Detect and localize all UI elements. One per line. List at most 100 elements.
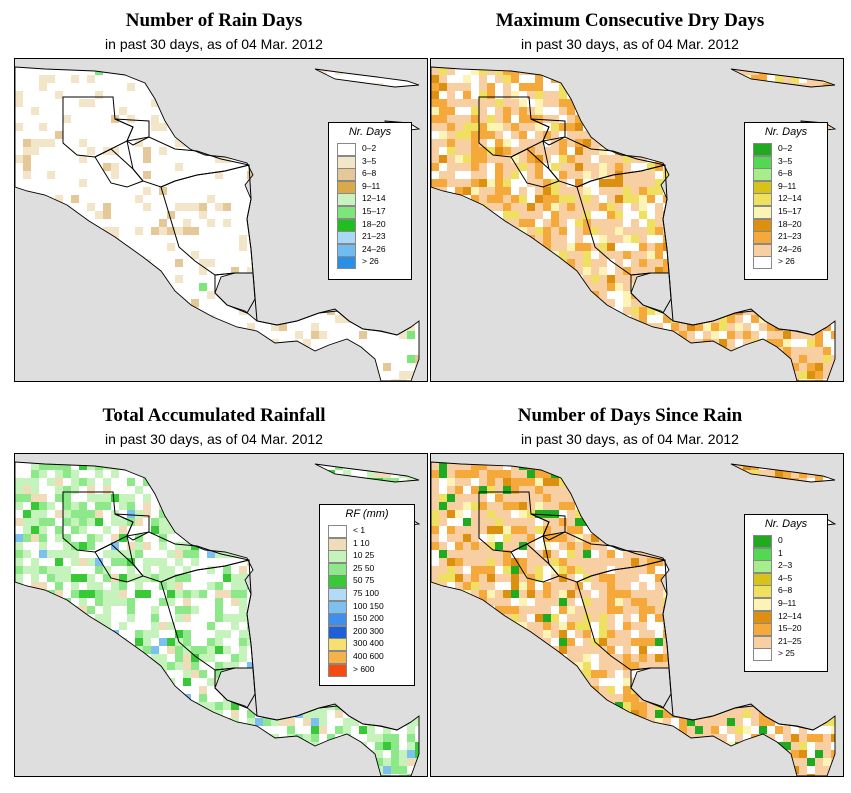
legend-label: 0–2 [362,143,377,153]
legend-label: 25 50 [353,562,375,573]
legend-label: 18–20 [778,218,802,229]
legend-label: 200 300 [353,625,384,636]
legend-item: 9–11 [753,598,823,611]
legend-label: 3–5 [778,155,793,166]
legend-swatch [337,143,356,156]
panel-dry-days: Maximum Consecutive Dry Days in past 30 … [420,0,844,390]
legend-swatch [328,638,347,652]
legend-swatch [753,598,772,611]
legend: Nr. Days 0–2 3–5 6–8 9–11 12–14 15–17 18–20 21–… [744,122,828,280]
legend-swatch [753,193,772,207]
legend-swatch [328,537,347,551]
legend-swatch [753,180,772,194]
legend-item: 400 600 [328,651,398,664]
legend-swatch [337,256,356,270]
legend-swatch [753,168,772,182]
legend-item: 1 [753,547,823,561]
legend-label: 9–11 [778,598,797,608]
legend-swatch [328,525,347,538]
legend-swatch [328,588,347,601]
legend-swatch [337,231,356,245]
country-borders [478,491,828,731]
legend-item: 6–8 [753,585,823,599]
panel-subtitle: in past 30 days, as of 04 Mar. 2012 [105,431,323,447]
legend-swatch [753,585,772,599]
legend: Nr. Days 0 1 2–3 4–5 6–8 9–11 12–14 15–20 21–25 >… [744,514,828,672]
legend-item: 9–11 [753,180,823,194]
legend-swatch [753,231,772,245]
legend-item: 24–26 [753,243,823,257]
map-dry-days: Nr. Days 0–2 3–5 6–8 9–11 12–14 15–17 18–20 21–… [430,58,844,382]
legend-item: 0 [753,535,823,548]
legend-item: 200 300 [328,625,398,639]
legend-title: Nr. Days [348,126,392,138]
legend-swatch [337,193,356,207]
legend-swatch [328,550,347,564]
legend-item: 25 50 [328,562,398,576]
legend-item: 21–23 [753,231,823,245]
legend-label: 15–17 [778,206,802,216]
panel-subtitle: in past 30 days, as of 04 Mar. 2012 [105,36,323,52]
legend-item: 6–8 [337,168,407,182]
legend-swatch [328,613,347,627]
legend-item: 3–5 [753,155,823,169]
legend-label: 0 [778,535,783,545]
legend-label: 15–20 [778,623,802,634]
legend: Nr. Days 0–2 3–5 6–8 9–11 12–14 15–17 18–20 21–… [328,122,412,280]
country-borders [478,96,828,336]
legend-label: < 1 [353,525,366,535]
legend-label: 9–11 [778,180,797,191]
legend-title: Nr. Days [764,518,808,530]
panel-title: Total Accumulated Rainfall [102,405,326,426]
legend-label: 2–3 [778,560,793,571]
legend-label: 1 [778,547,783,558]
legend-swatch [328,575,347,589]
legend-swatch [328,663,347,677]
legend-label: > 25 [778,648,795,659]
legend-item: 3–5 [337,155,407,169]
legend-item: 300 400 [328,638,398,652]
panel-title: Number of Days Since Rain [517,405,743,426]
legend-label: 150 200 [353,613,384,624]
country-borders [62,96,412,336]
legend-label: 400 600 [353,651,384,661]
legend-item: 4–5 [753,572,823,586]
legend-item: 21–25 [753,635,823,649]
legend-item: 15–20 [753,623,823,637]
legend-swatch [337,206,356,219]
legend-swatch [328,600,347,614]
legend-swatch [337,218,356,232]
legend-label: 6–8 [362,168,377,179]
legend-swatch [753,243,772,257]
legend-swatch [337,180,356,194]
legend-title: Nr. Days [764,126,808,138]
legend-item: < 1 [328,525,398,538]
legend-item: 50 75 [328,575,398,589]
legend-item: 24–26 [337,243,407,257]
legend-swatch [753,155,772,169]
legend-item: 150 200 [328,613,398,627]
legend-item: 21–23 [337,231,407,245]
legend-swatch [753,206,772,219]
map-rainfall: RF (mm) < 1 1 10 10 25 25 50 50 75 75 100 100 … [14,453,428,777]
legend-label: 300 400 [353,638,384,649]
legend-label: 12–14 [778,193,802,204]
legend-swatch [337,168,356,182]
legend-label: 100 150 [353,600,384,611]
legend-item: 2–3 [753,560,823,574]
legend-label: > 600 [353,663,375,674]
legend-item: 12–14 [337,193,407,207]
legend-item: 1 10 [328,537,398,551]
legend-swatch [753,560,772,574]
legend-swatch [753,635,772,649]
legend-item: 15–17 [753,206,823,219]
legend-label: 15–17 [362,206,386,216]
legend-swatch [753,547,772,561]
legend-label: 6–8 [778,585,793,596]
legend-label: 10 25 [353,550,375,561]
legend-swatch [337,243,356,257]
legend-label: 9–11 [362,180,381,191]
panel-title: Maximum Consecutive Dry Days [495,10,765,31]
legend-item: 12–14 [753,193,823,207]
legend-swatch [753,572,772,586]
